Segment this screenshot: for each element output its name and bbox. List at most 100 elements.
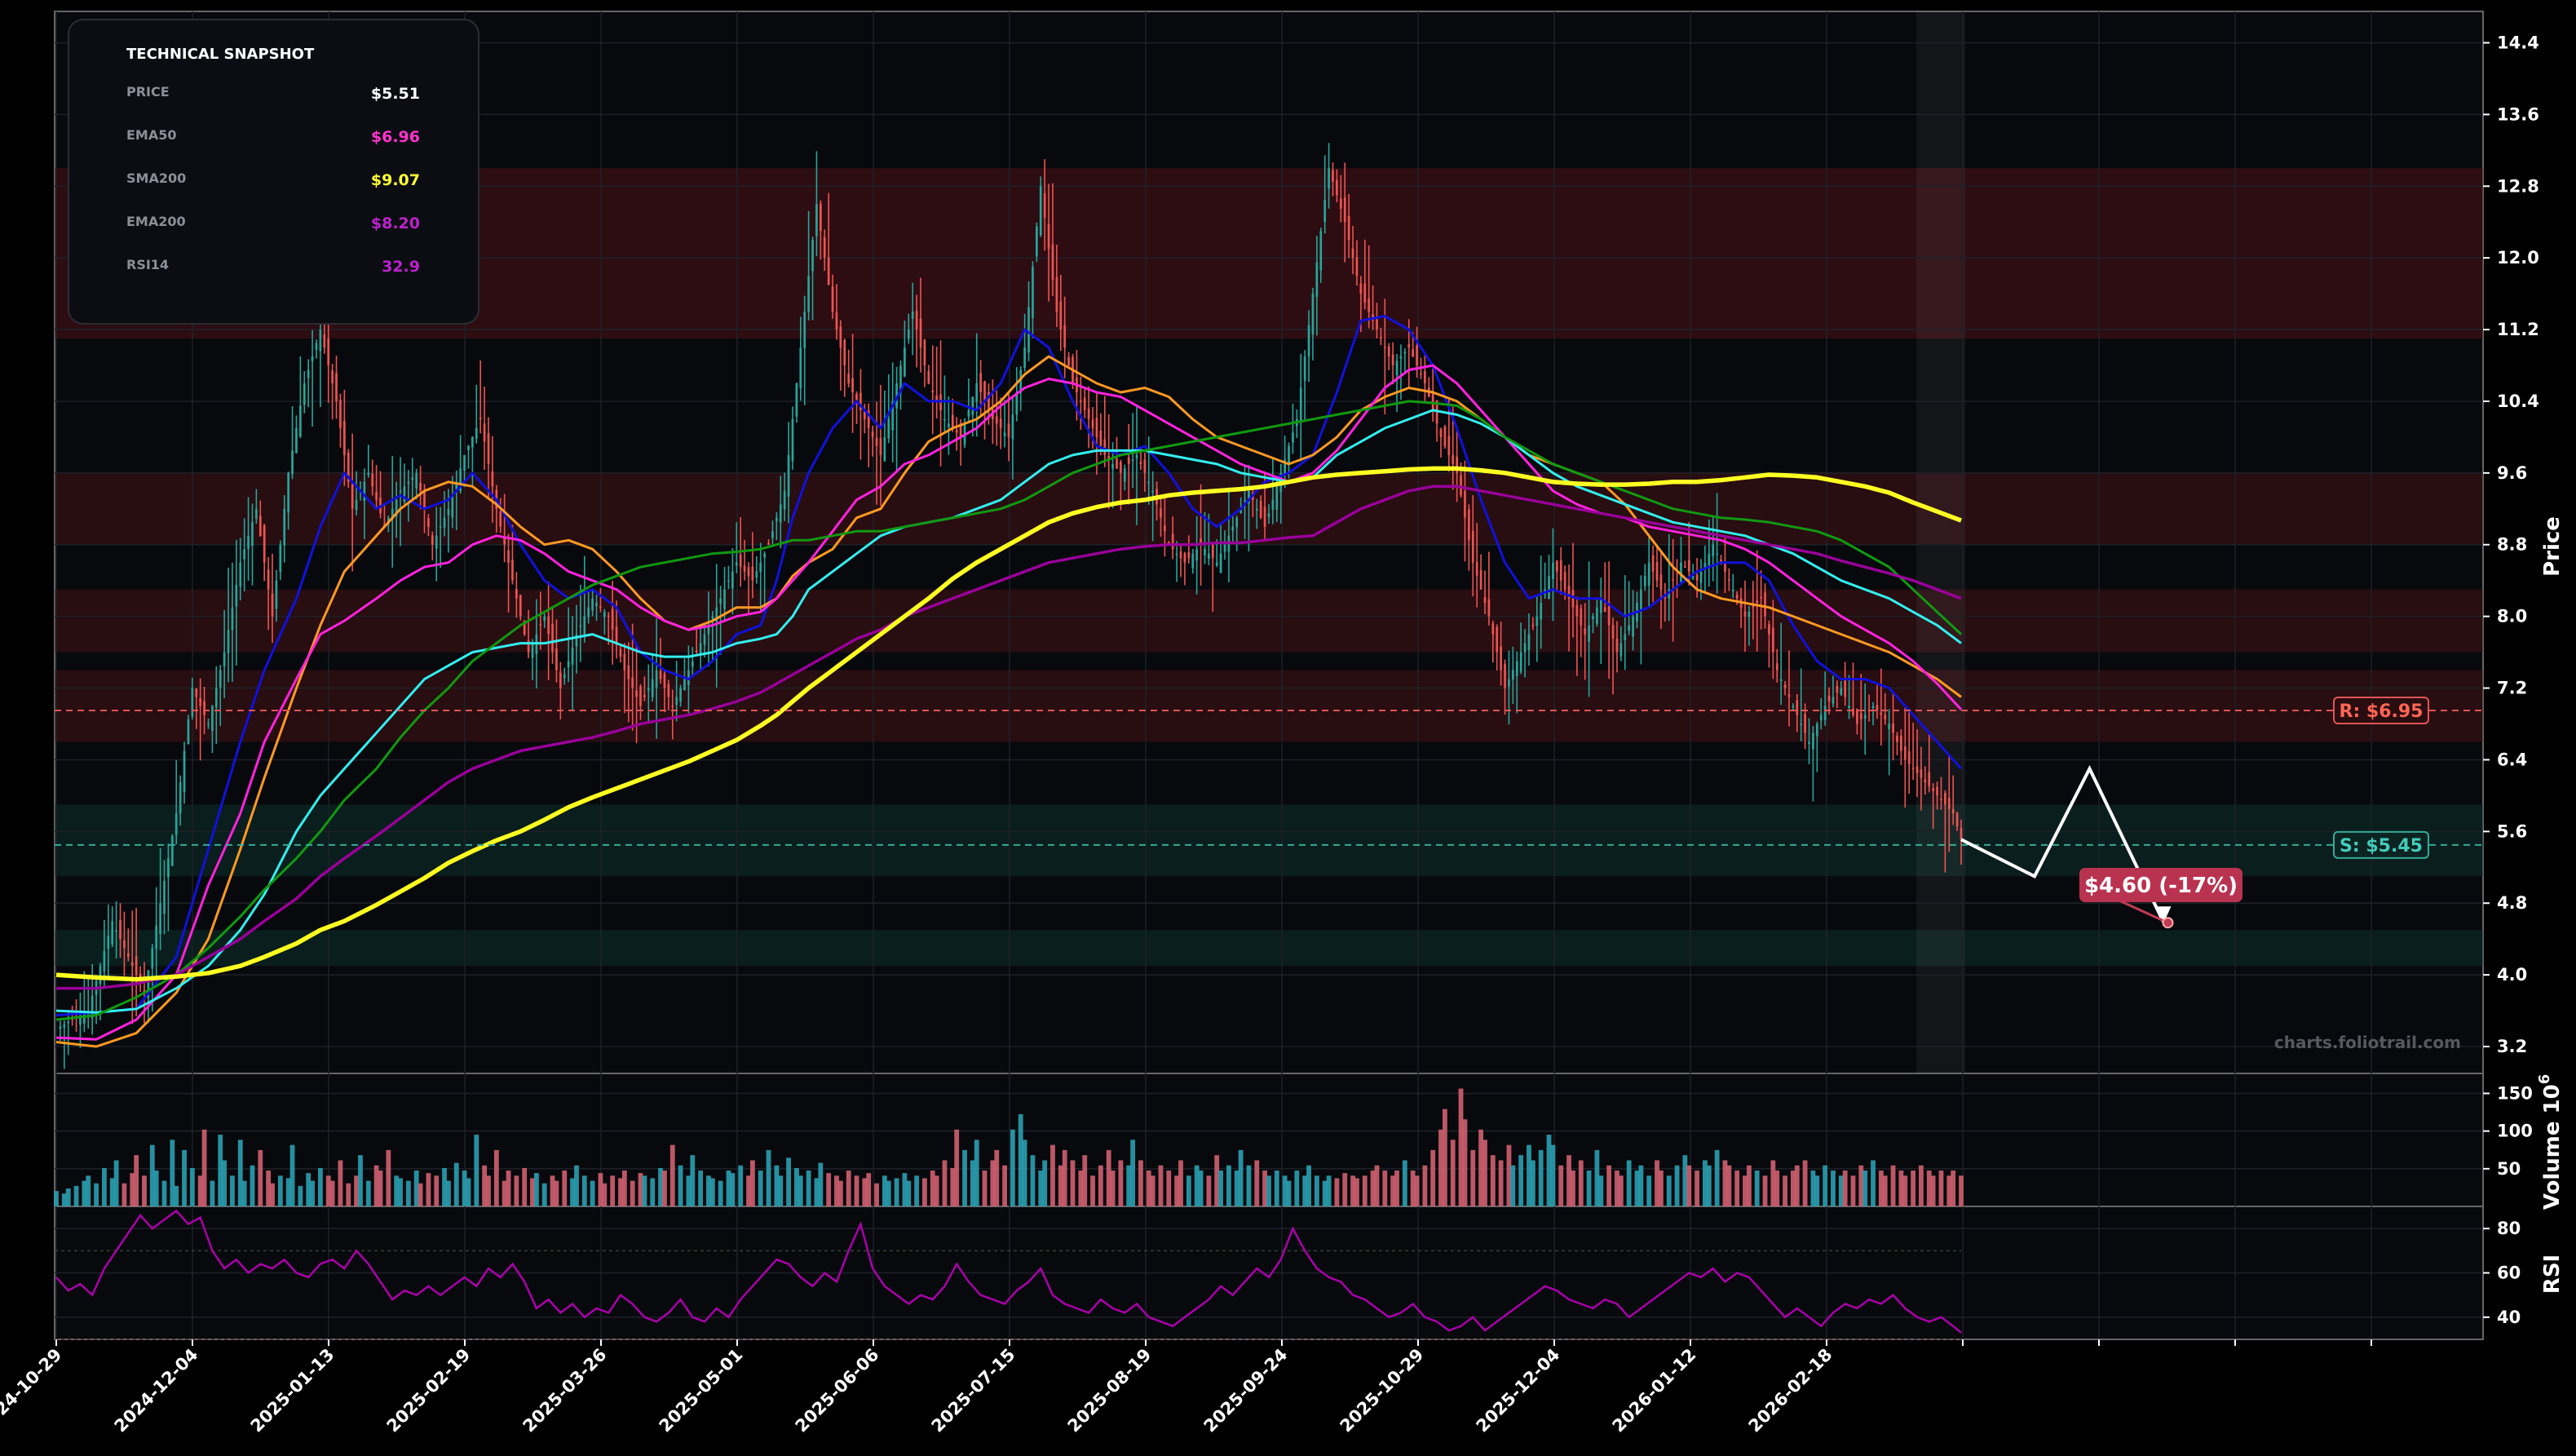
volume-bar xyxy=(1394,1171,1399,1206)
line-ema200 xyxy=(56,485,1962,990)
candle-body xyxy=(1248,490,1250,503)
volume-bar xyxy=(394,1175,400,1206)
volume-bar xyxy=(306,1173,312,1206)
volume-bar xyxy=(550,1175,555,1206)
volume-bar xyxy=(934,1175,939,1206)
candle-body xyxy=(1107,456,1111,460)
candle-body xyxy=(948,423,950,427)
candle-body xyxy=(671,705,674,707)
volume-bar xyxy=(970,1160,975,1206)
candle-body xyxy=(1464,490,1466,518)
candle-body xyxy=(463,454,466,471)
candle-body xyxy=(1951,809,1955,814)
candle-body xyxy=(283,508,286,546)
volume-bar xyxy=(1615,1171,1619,1206)
candle-body xyxy=(1139,462,1142,464)
candle-body xyxy=(1680,562,1682,582)
candle-body xyxy=(1083,397,1086,410)
volume-bar xyxy=(1606,1165,1612,1206)
candle-body xyxy=(1323,199,1327,223)
volume-bar xyxy=(854,1175,859,1206)
candle-body xyxy=(1924,779,1927,782)
candle-body xyxy=(1091,419,1094,428)
volume-bar xyxy=(1902,1175,1908,1206)
price-tick-label: 4.8 xyxy=(2497,893,2527,913)
candle-body xyxy=(1827,695,1831,702)
volume-bar xyxy=(1802,1160,1808,1206)
candle-body xyxy=(1515,661,1518,676)
rsi-tick-label: 40 xyxy=(2497,1308,2521,1327)
volume-bar xyxy=(1783,1175,1787,1206)
volume-bar xyxy=(310,1180,315,1206)
candle-body xyxy=(1151,490,1155,493)
volume-bar xyxy=(1831,1171,1836,1206)
volume-bar xyxy=(530,1178,535,1206)
volume-bar xyxy=(113,1160,119,1206)
volume-bar xyxy=(1482,1140,1487,1206)
volume-bar xyxy=(434,1175,440,1206)
candle-body xyxy=(1347,215,1350,241)
candle-body xyxy=(683,679,686,691)
candle-body xyxy=(847,373,851,383)
volume-bar xyxy=(277,1175,283,1206)
volume-bar xyxy=(1478,1129,1483,1206)
candle-body xyxy=(1787,694,1791,697)
candle-body xyxy=(751,566,754,581)
volume-bar xyxy=(774,1165,780,1206)
volume-bar xyxy=(658,1167,663,1206)
volume-bar xyxy=(365,1180,371,1206)
candle-body xyxy=(1775,663,1778,670)
volume-bar xyxy=(329,1180,335,1206)
volume-bar xyxy=(669,1144,675,1206)
snapshot-label: EMA200 xyxy=(126,214,186,229)
volume-bar xyxy=(1374,1165,1380,1206)
candle-body xyxy=(943,418,946,421)
line-ma20 xyxy=(55,315,1963,1017)
volume-bar xyxy=(354,1175,359,1206)
snapshot-value: 32.9 xyxy=(382,258,420,276)
candle-body xyxy=(1596,607,1598,624)
candle-body xyxy=(555,648,558,670)
candle-body xyxy=(1812,732,1814,750)
volume-bar xyxy=(1214,1155,1220,1206)
volume-bar xyxy=(1430,1149,1436,1206)
candle-body xyxy=(1575,604,1579,617)
candle-body xyxy=(1231,526,1235,531)
candle-body xyxy=(1120,462,1122,473)
volume-bar xyxy=(642,1175,647,1206)
candle-body xyxy=(1204,549,1206,555)
candle-body xyxy=(1271,499,1275,510)
volume-bar xyxy=(82,1180,87,1206)
candle-body xyxy=(1307,325,1310,357)
volume-bar xyxy=(506,1171,511,1206)
candle-body xyxy=(791,418,794,462)
candle-body xyxy=(207,724,210,725)
rsi-tick-label: 80 xyxy=(2497,1219,2521,1238)
volume-bar xyxy=(134,1155,139,1206)
volume-bar xyxy=(1919,1165,1924,1206)
candle-body xyxy=(1708,553,1711,568)
candle-body xyxy=(819,203,822,232)
volume-bar xyxy=(109,1178,115,1206)
candle-body xyxy=(1259,500,1262,518)
volume-bar xyxy=(1566,1155,1571,1206)
snapshot-value: $5.51 xyxy=(371,85,420,103)
candle-body xyxy=(1863,715,1867,719)
candle-body xyxy=(1475,561,1478,577)
line-ma50 xyxy=(55,409,1962,1014)
candle-body xyxy=(247,535,250,550)
candle-body xyxy=(199,697,202,706)
candle-body xyxy=(479,418,482,419)
volume-bar xyxy=(1790,1171,1796,1206)
candle-body xyxy=(1647,562,1650,586)
candle-body xyxy=(643,695,646,697)
candle-body xyxy=(1548,576,1550,599)
candle-body xyxy=(191,688,194,717)
candle-body xyxy=(551,623,554,653)
volume-bar xyxy=(1042,1160,1048,1206)
candle-body xyxy=(1651,555,1655,572)
volume-bar xyxy=(837,1180,843,1206)
candle-body xyxy=(219,670,222,688)
volume-bar xyxy=(1490,1155,1496,1206)
candle-body xyxy=(126,953,130,958)
